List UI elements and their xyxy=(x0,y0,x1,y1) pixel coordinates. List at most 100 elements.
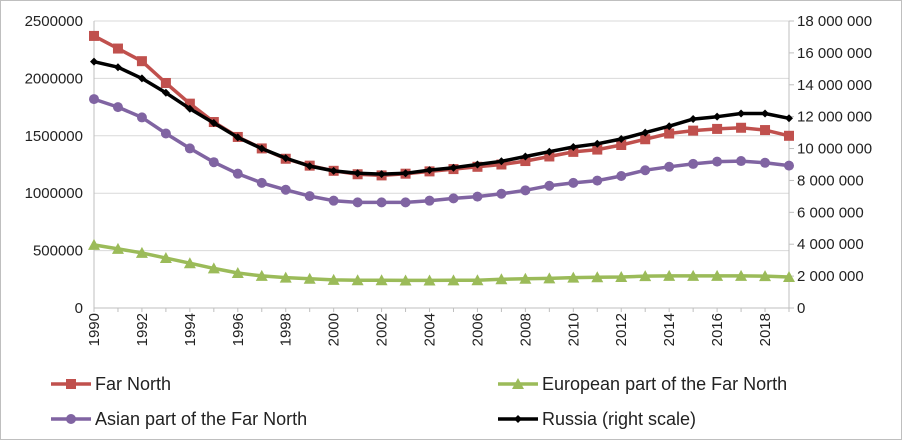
y-left-tick-label: 1500000 xyxy=(25,128,83,145)
x-tick-label: 1994 xyxy=(182,313,199,346)
data-point xyxy=(424,195,435,206)
data-point xyxy=(328,195,339,206)
series-european-part-of-the-far-north xyxy=(88,238,795,286)
x-tick-label: 2010 xyxy=(565,313,582,346)
series-lines xyxy=(88,30,795,286)
data-point xyxy=(567,271,580,283)
data-point xyxy=(279,271,292,283)
data-point xyxy=(473,160,482,169)
data-point xyxy=(640,134,651,145)
data-point xyxy=(111,242,124,254)
data-point xyxy=(713,112,722,121)
legend-label: Far North xyxy=(95,374,171,394)
data-point xyxy=(664,161,675,172)
legend-entry: Far North xyxy=(51,374,171,394)
data-point xyxy=(160,128,171,139)
data-point xyxy=(783,271,795,283)
data-point xyxy=(593,139,602,148)
data-point xyxy=(712,123,723,134)
data-point xyxy=(735,269,748,281)
tick-labels: 0 500000 1000000 1500000 2000000 2500000 0 2 00… xyxy=(25,13,872,346)
data-point xyxy=(617,134,626,143)
data-point xyxy=(664,128,675,139)
data-point xyxy=(639,270,652,282)
data-point xyxy=(514,415,522,423)
data-point xyxy=(351,274,364,286)
data-point xyxy=(615,271,628,283)
data-point xyxy=(161,88,170,97)
y-left-tick-label: 1000000 xyxy=(25,185,83,202)
series-line xyxy=(93,243,790,283)
data-point xyxy=(496,188,507,199)
y-right-tick-label: 12 000 000 xyxy=(797,109,872,126)
data-point xyxy=(66,379,76,389)
data-point xyxy=(377,170,386,179)
data-point xyxy=(66,414,76,424)
data-point xyxy=(375,274,388,286)
data-point xyxy=(736,122,747,133)
data-point xyxy=(281,154,290,163)
x-tick-label: 2014 xyxy=(661,313,678,346)
data-point xyxy=(352,197,363,208)
data-point xyxy=(255,269,268,281)
x-tick-label: 2012 xyxy=(613,313,630,346)
data-point xyxy=(88,238,100,250)
data-point xyxy=(497,157,506,166)
y-right-tick-label: 14 000 000 xyxy=(797,77,872,94)
series-far-north xyxy=(89,30,794,181)
data-point xyxy=(544,180,555,191)
data-point xyxy=(545,147,554,156)
data-point xyxy=(185,104,194,113)
data-point xyxy=(519,272,532,284)
data-point xyxy=(569,142,578,151)
data-point xyxy=(736,156,747,167)
data-point xyxy=(327,273,340,285)
x-tick-label: 2000 xyxy=(326,313,343,346)
data-point xyxy=(112,43,123,54)
data-point xyxy=(304,191,315,202)
data-point xyxy=(353,169,362,178)
y-right-tick-label: 18 000 000 xyxy=(797,13,872,30)
data-point xyxy=(136,56,147,67)
data-point xyxy=(160,77,171,88)
x-tick-label: 2004 xyxy=(422,313,439,346)
data-point xyxy=(113,63,122,72)
legend-label: Asian part of the Far North xyxy=(95,409,307,429)
data-point xyxy=(688,158,699,169)
series-russia-right-scale xyxy=(90,57,793,179)
data-point xyxy=(520,156,531,167)
y-left-tick-label: 2500000 xyxy=(25,13,83,30)
data-point xyxy=(209,119,218,128)
data-point xyxy=(233,133,242,142)
data-point xyxy=(112,102,123,113)
legend: Far North European part of the Far North A… xyxy=(51,374,787,429)
data-point xyxy=(280,184,291,195)
y-right-tick-label: 8 000 000 xyxy=(797,172,864,189)
x-tick-label: 2002 xyxy=(374,313,391,346)
data-point xyxy=(329,166,338,175)
data-point xyxy=(136,112,147,123)
data-point xyxy=(760,125,771,136)
y-right-tick-label: 16 000 000 xyxy=(797,45,872,62)
data-point xyxy=(471,274,484,286)
series-asian-part-of-the-far-north xyxy=(89,94,794,208)
gridlines xyxy=(94,20,789,252)
data-point xyxy=(257,144,266,153)
data-point xyxy=(90,57,98,66)
data-point xyxy=(449,163,458,172)
x-tick-label: 1992 xyxy=(134,313,151,346)
data-point xyxy=(687,269,700,281)
data-point xyxy=(231,266,244,278)
data-point xyxy=(184,98,195,109)
x-tick-label: 2006 xyxy=(469,313,486,346)
data-point xyxy=(423,274,436,286)
data-point xyxy=(89,94,99,105)
legend-entry: Russia (right scale) xyxy=(498,409,696,429)
data-point xyxy=(616,170,627,181)
data-point xyxy=(640,165,651,176)
data-point xyxy=(592,175,603,186)
data-point xyxy=(737,109,746,118)
x-tick-label: 1998 xyxy=(278,313,295,346)
data-point xyxy=(256,177,267,188)
